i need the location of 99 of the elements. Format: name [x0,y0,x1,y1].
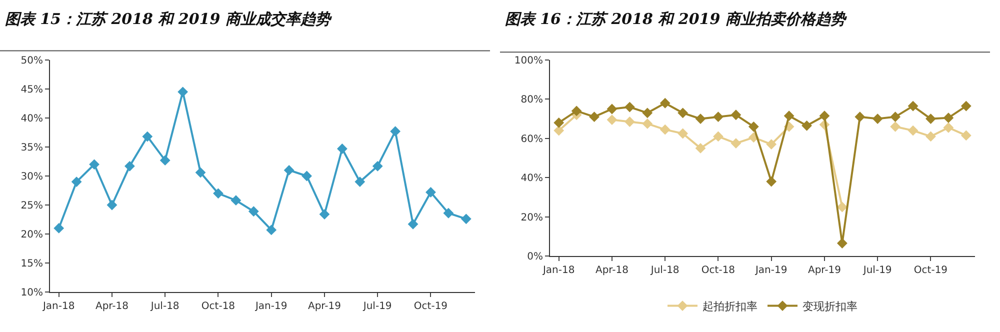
y-tick-label: 40% [520,173,543,184]
point [408,218,418,230]
point [943,122,954,133]
legend-label: 起拍折扣率 [702,300,758,314]
point [943,112,954,124]
point [213,188,224,199]
y-tick-label: 0% [527,252,543,262]
point [71,176,82,187]
point [730,138,742,148]
point [695,114,706,124]
point [624,116,635,127]
legend-label: 变现折扣率 [802,300,858,314]
point [89,159,100,170]
point [836,202,848,212]
y-tick-label: 20% [520,212,543,224]
point [160,155,170,166]
x-tick-label: Apr-19 [808,265,841,276]
y-tick-label: 35% [20,142,43,154]
point [660,124,670,135]
point [960,100,972,112]
point [713,131,724,142]
point [54,223,64,234]
x-tick-label: Oct-19 [914,265,948,276]
y-tick-label: 60% [520,134,543,145]
chart-title: 图表 16：江苏 2018 和 2019 商业拍卖价格趋势 [504,10,848,28]
point [960,130,972,141]
x-tick-label: Jul-18 [150,301,180,312]
chart-title: 图表 15：江苏 2018 和 2019 商业成交率趋势 [4,10,332,28]
point [336,144,348,154]
point [554,125,564,136]
point [748,121,759,132]
point [284,165,294,176]
point [854,112,866,122]
point [695,143,706,154]
y-tick-label: 40% [20,114,43,124]
x-tick-label: Jan-19 [254,301,288,312]
point [460,214,472,224]
y-tick-label: 50% [20,56,43,66]
point [606,114,618,125]
y-tick-label: 25% [20,200,43,212]
point [589,112,600,122]
point [426,187,436,198]
point [713,112,724,122]
point [730,110,742,120]
point [319,209,330,220]
point [248,206,259,217]
point [660,98,670,108]
y-tick-label: 20% [20,230,43,240]
x-tick-label: Apr-19 [308,301,341,312]
point [766,176,777,187]
point [124,160,135,172]
point [106,200,118,210]
y-tick-label: 45% [20,84,43,96]
point [606,104,618,114]
point [908,100,918,112]
point [836,238,848,248]
point [266,224,277,236]
x-tick-label: Jan-19 [754,265,788,276]
x-tick-label: Jul-19 [862,265,892,276]
point [890,121,901,132]
x-tick-label: Jul-19 [362,301,392,312]
point [819,110,830,122]
point [872,114,883,124]
point [178,86,188,98]
point [230,195,242,206]
point [554,118,564,128]
y-tick-label: 15% [20,258,43,270]
point [766,139,777,150]
point [678,108,688,118]
x-tick-label: Oct-19 [414,301,448,312]
point [354,176,366,187]
x-tick-label: Oct-18 [201,301,236,312]
y-tick-label: 100% [514,56,543,66]
x-tick-label: Jul-18 [650,265,680,276]
point [642,118,653,129]
x-tick-label: Apr-18 [95,301,128,312]
x-tick-label: Jan-18 [542,265,575,276]
x-tick-label: Apr-18 [595,265,628,276]
x-tick-label: Jan-18 [42,301,75,312]
point [908,125,918,136]
point [624,102,635,112]
point [926,131,936,142]
point [195,167,206,178]
point [571,106,582,116]
point [390,126,401,137]
y-tick-label: 30% [20,172,43,182]
y-tick-label: 10% [20,288,43,298]
point [372,160,383,172]
point [926,114,936,124]
point [678,128,688,139]
point [890,112,901,122]
y-tick-label: 80% [520,94,543,106]
point [642,108,653,118]
x-tick-label: Oct-18 [701,265,736,276]
point [302,170,312,182]
point [443,208,454,218]
point [802,120,812,131]
point [784,110,794,122]
point [142,131,153,142]
